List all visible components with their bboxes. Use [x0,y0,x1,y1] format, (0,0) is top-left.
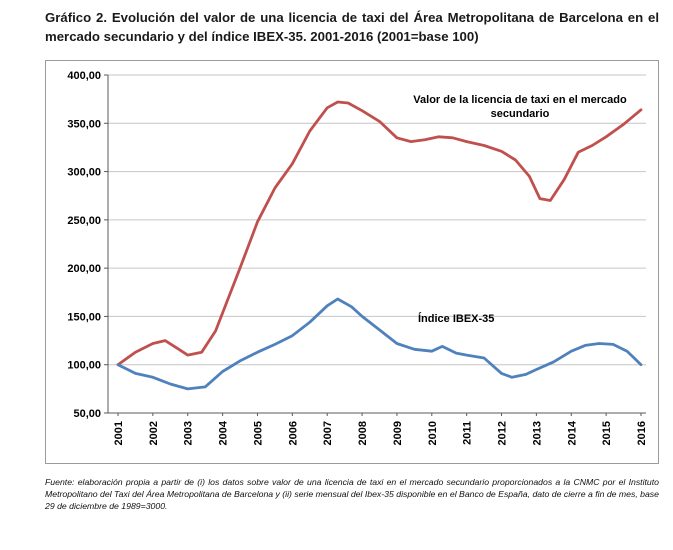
x-axis-label: 2014 [566,421,578,446]
x-axis-label: 2003 [183,421,195,445]
taxi-series-line [116,101,643,367]
source-note: Fuente: elaboración propia a partir de (… [45,477,659,511]
chart-title: Gráfico 2. Evolución del valor de una li… [45,10,659,44]
chart-frame: 400,00 350,00 300,00 250,00 200,00 150,00 100,… [45,60,659,465]
document-page: Gráfico 2. Evolución del valor de una li… [45,10,659,511]
y-axis-label: 400,00 [67,70,101,82]
line-chart-canvas: 400,00 350,00 300,00 250,00 200,00 150,00 100,… [67,70,648,446]
x-axis-label: 2010 [427,421,439,445]
x-axis-label: 2004 [218,421,230,446]
x-axis-label: 2001 [113,421,125,445]
x-axis-label: 2016 [636,421,648,445]
x-axis-label: 2002 [148,421,160,445]
x-axis-label: 2007 [322,421,334,445]
y-axis-label: 200,00 [67,264,101,276]
x-axis-label: 2013 [531,421,543,445]
y-axis-label: 50,00 [73,408,101,420]
x-axis-label: 2015 [601,421,613,445]
x-axis-label: 2008 [357,421,369,445]
y-axis-label: 300,00 [67,167,101,179]
x-axis-label: 2012 [497,421,509,445]
ibex-series-line [116,298,643,391]
ibex-series-annotation: Índice IBEX-35 [418,313,495,326]
x-axis-label: 2005 [252,421,264,445]
x-axis-label: 2011 [462,421,474,445]
taxi-series-annotation: Valor de la licencia de taxi en el merca… [413,94,627,121]
y-axis-label: 350,00 [67,119,101,131]
y-axis-label: 100,00 [67,360,101,372]
y-axis-label: 250,00 [67,215,101,227]
x-axis-label: 2009 [392,421,404,445]
y-axis-label: 150,00 [67,312,101,324]
x-axis-label: 2006 [287,421,299,445]
